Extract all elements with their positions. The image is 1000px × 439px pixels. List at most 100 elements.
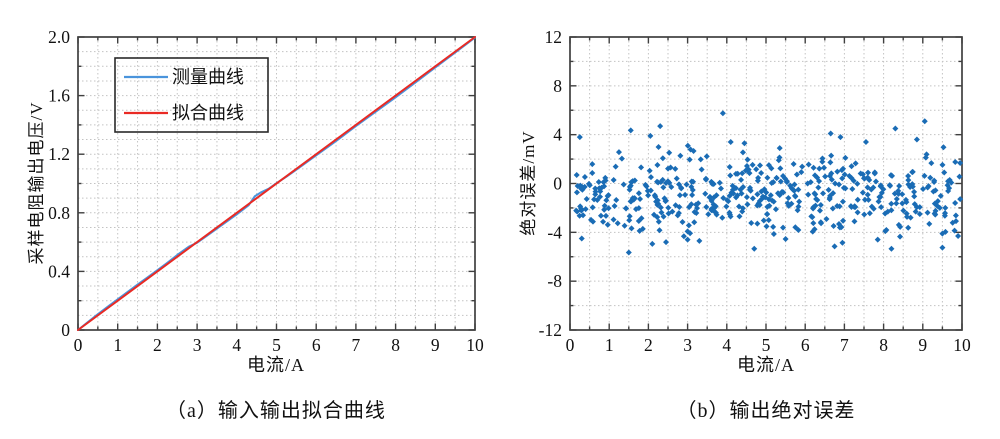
grid-lines — [78, 37, 475, 330]
scatter-marker — [765, 162, 772, 169]
scatter-marker — [627, 127, 634, 134]
scatter-marker — [657, 179, 664, 186]
scatter-marker — [895, 187, 902, 194]
scatter-marker — [854, 196, 861, 203]
grid-lines — [570, 37, 962, 330]
scatter-marker — [899, 200, 906, 207]
scatter-marker — [893, 200, 900, 207]
scatter-marker — [848, 163, 855, 170]
scatter-marker — [738, 176, 745, 183]
chart-b-y-axis-title: 绝对误差/mV — [519, 130, 538, 236]
scatter-marker — [795, 203, 802, 210]
scatter-marker — [909, 169, 916, 176]
scatter-marker — [763, 223, 770, 230]
scatter-marker — [649, 240, 656, 247]
scatter-marker — [795, 186, 802, 193]
scatter-marker — [834, 168, 841, 175]
scatter-marker — [600, 179, 607, 186]
scatter-marker — [905, 224, 912, 231]
scatter-marker — [736, 213, 743, 220]
scatter-marker — [589, 161, 596, 168]
scatter-marker — [788, 185, 795, 192]
scatter-marker — [687, 230, 694, 237]
x-tick-label: 4 — [232, 335, 241, 355]
scatter-marker — [874, 236, 881, 243]
legend-label: 测量曲线 — [172, 67, 244, 87]
chart-a-caption: （a）输入输出拟合曲线 — [166, 400, 386, 422]
scatter-marker — [636, 227, 643, 234]
scatter-marker — [591, 196, 598, 203]
scatter-marker — [934, 198, 941, 205]
scatter-marker — [716, 179, 723, 186]
scatter-marker — [646, 167, 653, 174]
x-tick-label: 10 — [466, 335, 484, 355]
scatter-marker — [877, 193, 884, 200]
x-tick-label: 0 — [566, 335, 575, 355]
scatter-marker — [782, 236, 789, 243]
scatter-marker — [810, 204, 817, 211]
scatter-marker — [651, 211, 658, 218]
x-tick-label: 3 — [193, 335, 202, 355]
scatter-marker — [753, 166, 760, 173]
x-tick-label: 3 — [683, 335, 692, 355]
scatter-marker — [602, 177, 609, 184]
scatter-marker — [706, 194, 713, 201]
y-tick-label: -8 — [547, 271, 562, 291]
scatter-marker — [657, 123, 664, 130]
x-tick-label: 4 — [722, 335, 731, 355]
scatter-marker — [754, 177, 761, 184]
scatter-marker — [749, 195, 756, 202]
scatter-marker — [945, 178, 952, 185]
scatter-marker — [907, 183, 914, 190]
x-tick-label: 6 — [312, 335, 321, 355]
scatter-marker — [839, 239, 846, 246]
scatter-marker — [819, 158, 826, 165]
scatter-marker — [582, 206, 589, 213]
scatter-marker — [793, 171, 800, 178]
scatter-marker — [765, 196, 772, 203]
scatter-marker — [825, 186, 832, 193]
scatter-marker — [822, 173, 829, 180]
scatter-marker — [889, 172, 896, 179]
x-tick-label: 6 — [801, 335, 810, 355]
scatter-marker — [756, 202, 763, 209]
scatter-marker — [645, 192, 652, 199]
scatter-marker — [613, 197, 620, 204]
scatter-marker — [710, 180, 717, 187]
scatter-marker — [887, 182, 894, 189]
scatter-marker — [809, 228, 816, 235]
scatter-marker — [580, 212, 587, 219]
x-tick-label: 8 — [391, 335, 400, 355]
scatter-marker — [655, 144, 662, 151]
scatter-marker — [811, 190, 818, 197]
scatter-marker — [601, 202, 608, 209]
scatter-marker — [713, 211, 720, 218]
chart-b-x-axis-title: 电流/A — [737, 355, 795, 375]
scatter-marker — [827, 130, 834, 137]
scatter-marker — [854, 209, 861, 216]
scatter-marker — [647, 187, 654, 194]
scatter-marker — [664, 178, 671, 185]
scatter-marker — [865, 196, 872, 203]
scatter-marker — [937, 192, 944, 199]
scatter-marker — [820, 190, 827, 197]
scatter-marker — [734, 192, 741, 199]
scatter-marker — [782, 175, 789, 182]
x-tick-label: 9 — [431, 335, 440, 355]
scatter-marker — [691, 208, 698, 215]
scatter-marker — [705, 211, 712, 218]
scatter-marker — [826, 196, 833, 203]
scatter-marker — [737, 186, 744, 193]
scatter-marker — [830, 223, 837, 230]
scatter-marker — [773, 174, 780, 181]
scatter-marker — [719, 214, 726, 221]
scatter-marker — [612, 163, 619, 170]
scatter-marker — [746, 170, 753, 177]
scatter-marker — [736, 203, 743, 210]
y-tick-label: 1.6 — [48, 86, 70, 106]
scatter-marker — [660, 213, 667, 220]
scatter-marker — [945, 188, 952, 195]
scatter-marker — [850, 177, 857, 184]
